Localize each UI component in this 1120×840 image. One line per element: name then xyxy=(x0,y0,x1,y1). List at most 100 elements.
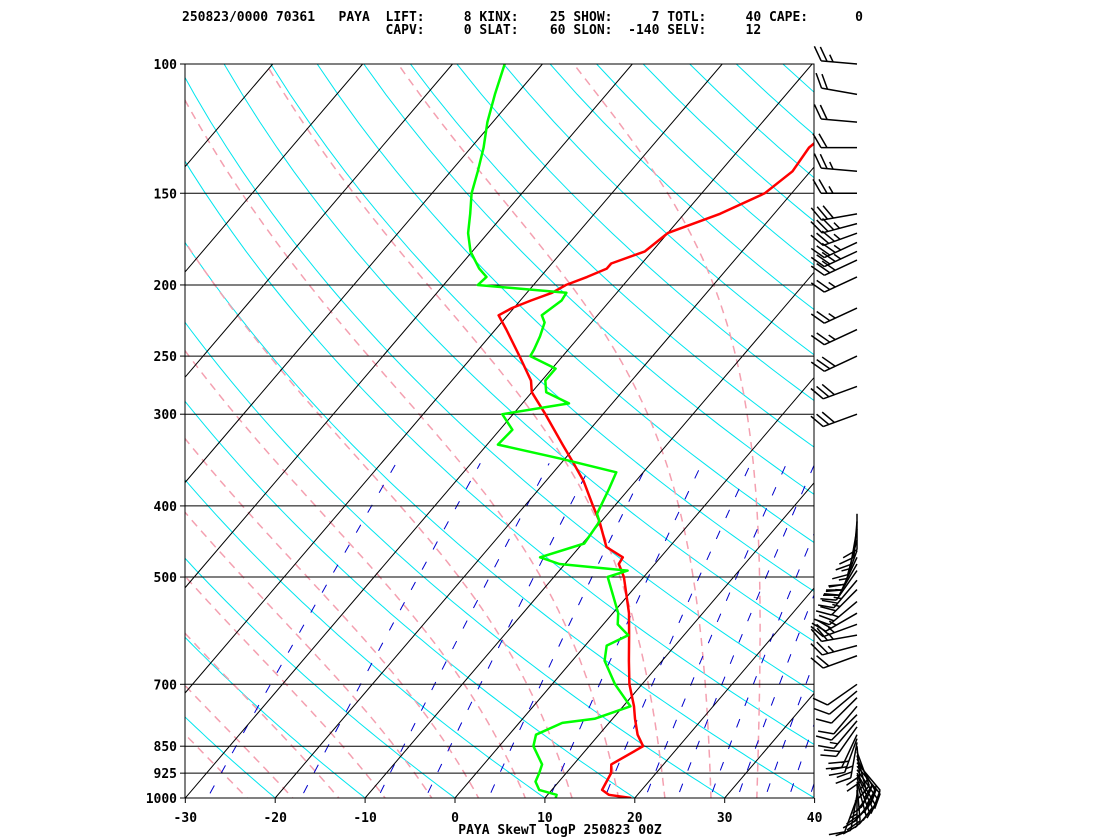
isotherm-line xyxy=(274,166,814,798)
wind-barb-feather xyxy=(846,775,861,786)
pressure-tick-label: 1000 xyxy=(146,792,177,807)
dry-adiabat-line xyxy=(185,321,726,798)
dry-adiabat-line xyxy=(829,64,1120,814)
dry-adiabat-line xyxy=(185,716,276,798)
wind-barb-feather xyxy=(846,820,861,831)
wind-barb-staff xyxy=(843,738,858,773)
wind-barb-feather xyxy=(817,730,834,735)
temperature-tick-label: 10 xyxy=(537,811,553,826)
wind-barb-feather xyxy=(810,387,824,400)
dry-adiabat-line xyxy=(503,64,814,356)
wind-barb-feather xyxy=(818,614,835,622)
wind-barb-feather xyxy=(816,641,829,654)
wind-barb-feather xyxy=(816,219,829,232)
dry-adiabat-line xyxy=(363,64,814,495)
wind-barb-half-feather xyxy=(833,253,842,260)
profiles xyxy=(466,64,814,798)
wind-barb-half-feather xyxy=(828,620,837,626)
wind-barb xyxy=(810,411,858,428)
pressure-tick-label: 400 xyxy=(154,500,178,515)
moist-adiabat-line xyxy=(185,733,249,798)
wind-barb-half-feather xyxy=(858,783,866,791)
wind-barb-half-feather xyxy=(828,185,834,194)
pressure-tick-label: 300 xyxy=(154,408,178,423)
wind-barb-feather xyxy=(825,589,842,593)
isotherm-line xyxy=(185,64,543,484)
wind-barb-feather xyxy=(818,133,828,149)
pressure-tick-label: 500 xyxy=(154,571,178,586)
wind-barb-feather xyxy=(835,777,852,785)
dewpoint-profile xyxy=(466,64,632,798)
wind-barb-staff xyxy=(831,697,858,724)
wind-barb xyxy=(810,218,858,234)
wind-barb xyxy=(810,655,858,669)
wind-barb-feather xyxy=(828,771,845,776)
temperature-axis: -30 -20 -10 0 10 20 30 40 xyxy=(174,798,823,826)
isotherm-line xyxy=(544,482,814,798)
wind-barb-half-feather xyxy=(833,244,842,251)
temperature-tick-label: 20 xyxy=(627,811,643,826)
wind-barb-half-feather xyxy=(829,54,834,63)
wind-barb xyxy=(810,307,858,324)
wind-barb-feather xyxy=(813,153,822,169)
wind-barb xyxy=(813,104,858,123)
wind-barb xyxy=(810,276,858,293)
wind-barb-feather xyxy=(816,332,831,343)
wind-barb-feather xyxy=(817,604,834,609)
wind-barb xyxy=(817,579,858,609)
pressure-tick-label: 200 xyxy=(154,279,178,294)
wind-barb-feather xyxy=(814,708,830,715)
wind-barb-feather xyxy=(821,218,835,231)
wind-barb-feather xyxy=(816,232,830,244)
wind-barb xyxy=(842,513,858,559)
wind-barb-feather xyxy=(812,179,822,194)
moist-adiabat-line xyxy=(185,349,527,798)
wind-barb-feather xyxy=(815,72,823,89)
dry-adiabat-line xyxy=(185,160,814,745)
wind-barb-feather xyxy=(810,334,825,346)
wind-barb-half-feather xyxy=(838,577,847,581)
moist-adiabat-line xyxy=(573,64,761,798)
pressure-tick-label: 925 xyxy=(154,767,177,782)
wind-barb-feather xyxy=(819,104,828,120)
dry-adiabat-line xyxy=(689,64,814,179)
wind-barb-feather xyxy=(810,625,824,638)
temperature-tick-label: 30 xyxy=(717,811,733,826)
dry-adiabat-line xyxy=(185,479,546,798)
wind-barb xyxy=(828,550,858,588)
wind-barb xyxy=(810,250,858,268)
wind-barb xyxy=(817,720,858,750)
wind-barb-feather xyxy=(820,754,837,758)
pressure-tick-label: 150 xyxy=(154,187,178,202)
pressure-tick-label: 700 xyxy=(154,678,178,693)
wind-barb xyxy=(815,714,858,741)
dry-adiabat-line xyxy=(185,400,636,798)
wind-barb xyxy=(835,742,858,785)
wind-barb-feather xyxy=(822,205,834,219)
wind-barb-feather xyxy=(816,655,830,667)
dry-adiabat-line xyxy=(735,64,814,136)
moist-adiabat-line xyxy=(185,575,387,798)
wind-barb xyxy=(812,179,857,195)
dry-adiabat-line xyxy=(316,64,814,544)
wind-barb-feather xyxy=(816,310,831,322)
dry-adiabat-line xyxy=(456,64,814,402)
wind-barb-feather xyxy=(810,313,825,324)
dry-adiabat-line xyxy=(549,64,814,311)
isotherm-line xyxy=(185,64,274,168)
wind-barb-feather xyxy=(846,781,861,792)
wind-barb-feather xyxy=(816,358,831,370)
pressure-axis: 100 150 200 250 300 400 500 700 850 925 1000 xyxy=(146,58,185,807)
moist-adiabat-line xyxy=(185,632,340,798)
isotherm-line xyxy=(185,64,633,589)
wind-barb-feather xyxy=(863,784,873,800)
wind-barb-feather xyxy=(810,282,825,293)
wind-barb xyxy=(810,259,858,276)
isotherm-line xyxy=(185,64,453,379)
wind-barb-feather xyxy=(859,801,871,816)
wind-barb-half-feather xyxy=(828,281,836,288)
wind-barb xyxy=(813,46,858,65)
wind-barb-feather xyxy=(810,221,823,234)
wind-barb-feather xyxy=(813,104,822,120)
pressure-tick-label: 100 xyxy=(154,58,178,73)
